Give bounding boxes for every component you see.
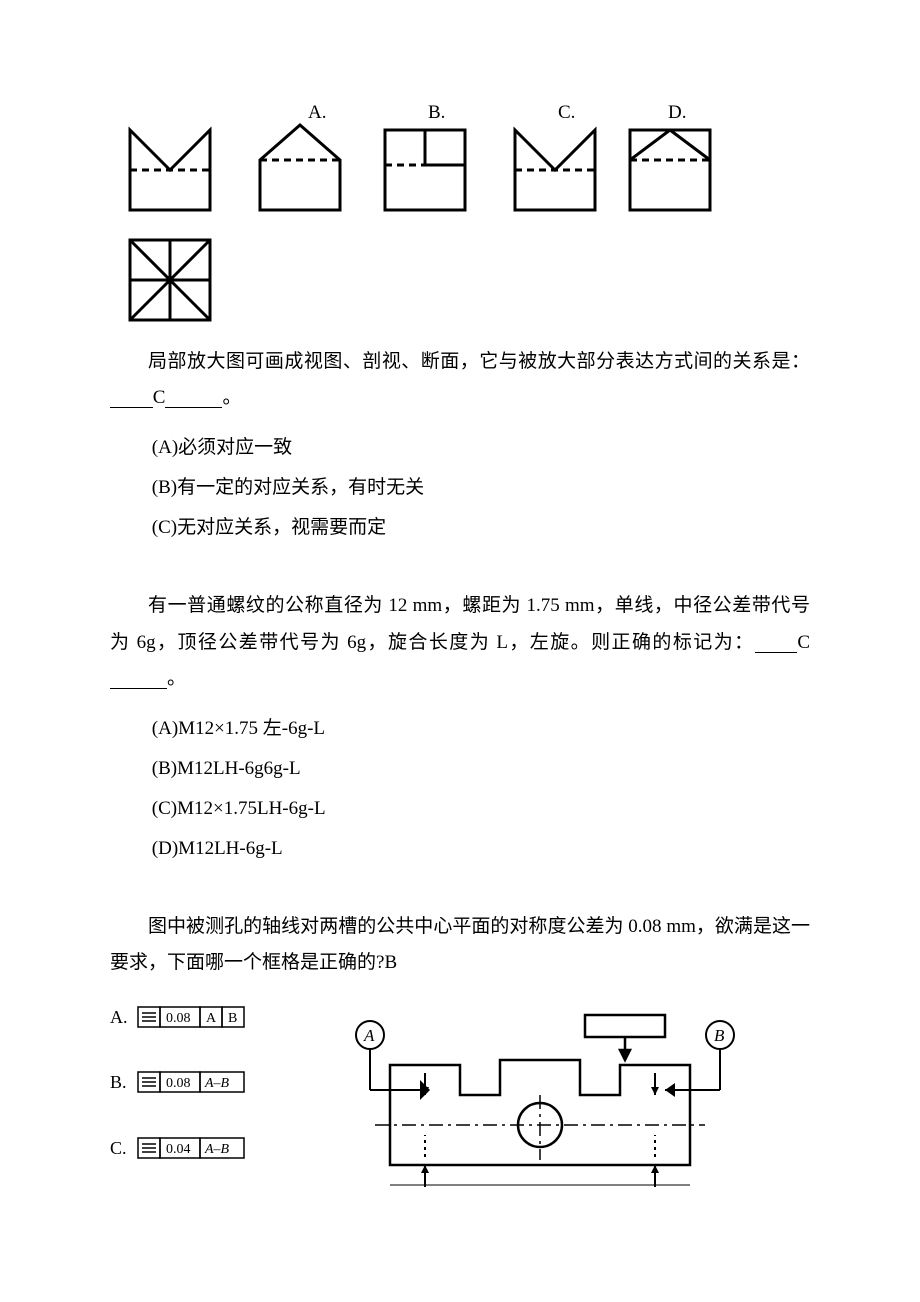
gdt-c-label: C. bbox=[110, 1138, 127, 1158]
gdt-options-column: A. 0.08 A B bbox=[110, 995, 290, 1184]
q3-option-a: (A)M12×1.75 左-6g-L bbox=[152, 711, 810, 747]
gdt-c-value: 0.04 bbox=[166, 1142, 191, 1157]
q4-figure-block: A. 0.08 A B bbox=[110, 995, 810, 1208]
datum-b-label: B bbox=[714, 1026, 725, 1045]
q2-answer: C bbox=[153, 387, 166, 408]
q2-text-post: 。 bbox=[222, 387, 241, 408]
fig1-label-d: D. bbox=[668, 102, 686, 123]
q3-stem: 有一普通螺纹的公称直径为 12 mm，螺距为 1.75 mm，单线，中径公差带代… bbox=[110, 588, 810, 696]
fig1-shape-0 bbox=[130, 130, 210, 210]
q3-option-b: (B)M12LH-6g6g-L bbox=[152, 751, 810, 787]
q3-option-c: (C)M12×1.75LH-6g-L bbox=[152, 791, 810, 827]
q2-blank-right bbox=[165, 388, 222, 408]
fig1-label-c: C. bbox=[558, 102, 575, 123]
q3-answer: C bbox=[797, 632, 810, 653]
gdt-b-value: 0.08 bbox=[166, 1076, 191, 1091]
q2-stem: 局部放大图可画成视图、剖视、断面，它与被放大部分表达方式间的关系是： C 。 bbox=[110, 344, 810, 416]
datum-a-label: A bbox=[363, 1026, 375, 1045]
fig1-svg: A. B. C. D. bbox=[110, 100, 810, 330]
q3-text-pre: 有一普通螺纹的公称直径为 12 mm，螺距为 1.75 mm，单线，中径公差带代… bbox=[110, 595, 810, 652]
gdt-c-datum: A–B bbox=[204, 1142, 230, 1157]
q4-drawing: A B bbox=[330, 995, 750, 1208]
gdt-option-b: B. 0.08 A–B bbox=[110, 1068, 290, 1111]
gdt-b-datum: A–B bbox=[204, 1076, 230, 1091]
fig1-shape-below bbox=[130, 240, 210, 320]
fig1-shape-d bbox=[630, 130, 710, 210]
q2-blank-left bbox=[110, 388, 153, 408]
gdt-a-value: 0.08 bbox=[166, 1011, 191, 1026]
gdt-a-datum2: B bbox=[228, 1011, 237, 1026]
q3-option-d: (D)M12LH-6g-L bbox=[152, 831, 810, 867]
q2-option-b: (B)有一定的对应关系，有时无关 bbox=[152, 470, 810, 506]
figure-top-views: A. B. C. D. bbox=[110, 100, 810, 330]
q3-blank-left bbox=[755, 633, 798, 653]
q4-stem: 图中被测孔的轴线对两槽的公共中心平面的对称度公差为 0.08 mm，欲满是这一要… bbox=[110, 909, 810, 981]
q3-blank-right bbox=[110, 669, 167, 689]
q4-text: 图中被测孔的轴线对两槽的公共中心平面的对称度公差为 0.08 mm，欲满是这一要… bbox=[110, 916, 810, 973]
gdt-option-a: A. 0.08 A B bbox=[110, 1003, 290, 1046]
fig1-shape-c bbox=[515, 130, 595, 210]
q3-text-post: 。 bbox=[167, 668, 186, 689]
gdt-a-label: A. bbox=[110, 1007, 128, 1027]
q2-text-pre: 局部放大图可画成视图、剖视、断面，它与被放大部分表达方式间的关系是： bbox=[148, 351, 810, 372]
q2-option-a: (A)必须对应一致 bbox=[152, 430, 810, 466]
q2-option-c: (C)无对应关系，视需要而定 bbox=[152, 510, 810, 546]
fig1-label-b: B. bbox=[428, 102, 445, 123]
gdt-a-datum1: A bbox=[206, 1011, 217, 1026]
fig1-shape-b bbox=[385, 130, 465, 210]
gdt-option-c: C. 0.04 A–B bbox=[110, 1134, 290, 1177]
q4-answer: B bbox=[384, 952, 397, 973]
gdt-b-label: B. bbox=[110, 1072, 127, 1092]
fig1-shape-a bbox=[260, 125, 340, 210]
fig1-label-a: A. bbox=[308, 102, 326, 123]
